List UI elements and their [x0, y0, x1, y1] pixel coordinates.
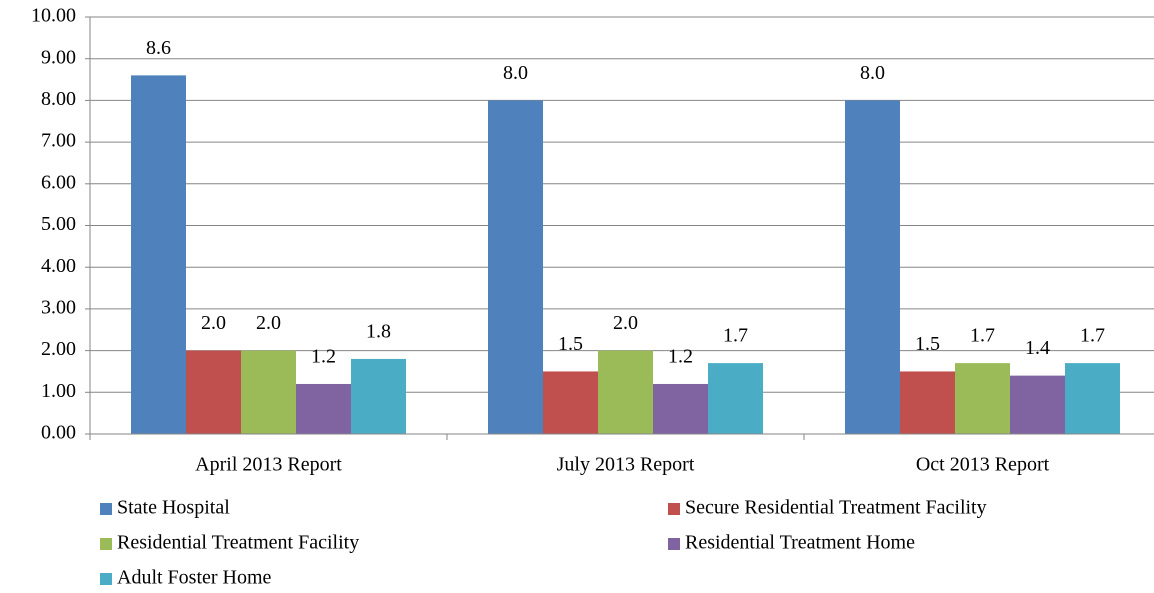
value-label: 2.0: [613, 312, 638, 334]
y-tick-label: 7.00: [41, 130, 76, 152]
y-tick-label: 5.00: [41, 213, 76, 235]
value-label: 1.2: [668, 346, 693, 368]
y-tick-label: 2.00: [41, 338, 76, 360]
bar: [241, 350, 296, 434]
value-label: 2.0: [256, 312, 281, 334]
legend-swatch: [668, 538, 680, 550]
y-tick-label: 1.00: [41, 380, 76, 402]
value-label: 1.8: [366, 321, 391, 343]
bar: [708, 363, 763, 434]
bar: [488, 100, 543, 435]
bar: [131, 75, 186, 434]
legend-swatch: [668, 503, 680, 515]
legend-label: Secure Residential Treatment Facility: [685, 497, 987, 519]
value-label: 1.7: [970, 325, 995, 347]
value-label: 1.5: [915, 333, 940, 355]
legend-label: Residential Treatment Facility: [117, 532, 359, 554]
y-tick-label: 10.00: [31, 5, 76, 27]
value-label: 1.2: [311, 346, 336, 368]
bar: [955, 363, 1010, 434]
legend-swatch: [100, 503, 112, 515]
value-label: 1.5: [558, 333, 583, 355]
value-label: 8.0: [860, 62, 885, 84]
value-label: 1.7: [1080, 325, 1105, 347]
y-tick-label: 4.00: [41, 255, 76, 277]
value-label: 8.6: [146, 37, 171, 59]
bar: [1010, 375, 1065, 434]
legend-label: State Hospital: [117, 497, 230, 519]
value-label: 8.0: [503, 62, 528, 84]
bar: [845, 100, 900, 435]
bar: [1065, 363, 1120, 434]
x-tick-label: Oct 2013 Report: [916, 454, 1050, 476]
x-tick-label: April 2013 Report: [195, 454, 342, 476]
bar: [900, 371, 955, 434]
y-tick-label: 3.00: [41, 296, 76, 318]
value-label: 1.7: [723, 325, 748, 347]
bar: [543, 371, 598, 434]
value-label: 2.0: [201, 312, 226, 334]
bar: [186, 350, 241, 434]
y-tick-label: 0.00: [41, 422, 76, 444]
bar: [351, 358, 406, 434]
y-tick-label: 9.00: [41, 46, 76, 68]
legend-label: Residential Treatment Home: [685, 532, 915, 554]
x-tick-label: July 2013 Report: [557, 454, 695, 476]
y-tick-label: 8.00: [41, 88, 76, 110]
y-tick-label: 6.00: [41, 171, 76, 193]
bar: [653, 383, 708, 434]
legend-label: Adult Foster Home: [117, 567, 272, 589]
bar: [296, 383, 351, 434]
bar: [598, 350, 653, 434]
value-label: 1.4: [1025, 337, 1050, 359]
legend-swatch: [100, 538, 112, 550]
legend-swatch: [100, 573, 112, 585]
